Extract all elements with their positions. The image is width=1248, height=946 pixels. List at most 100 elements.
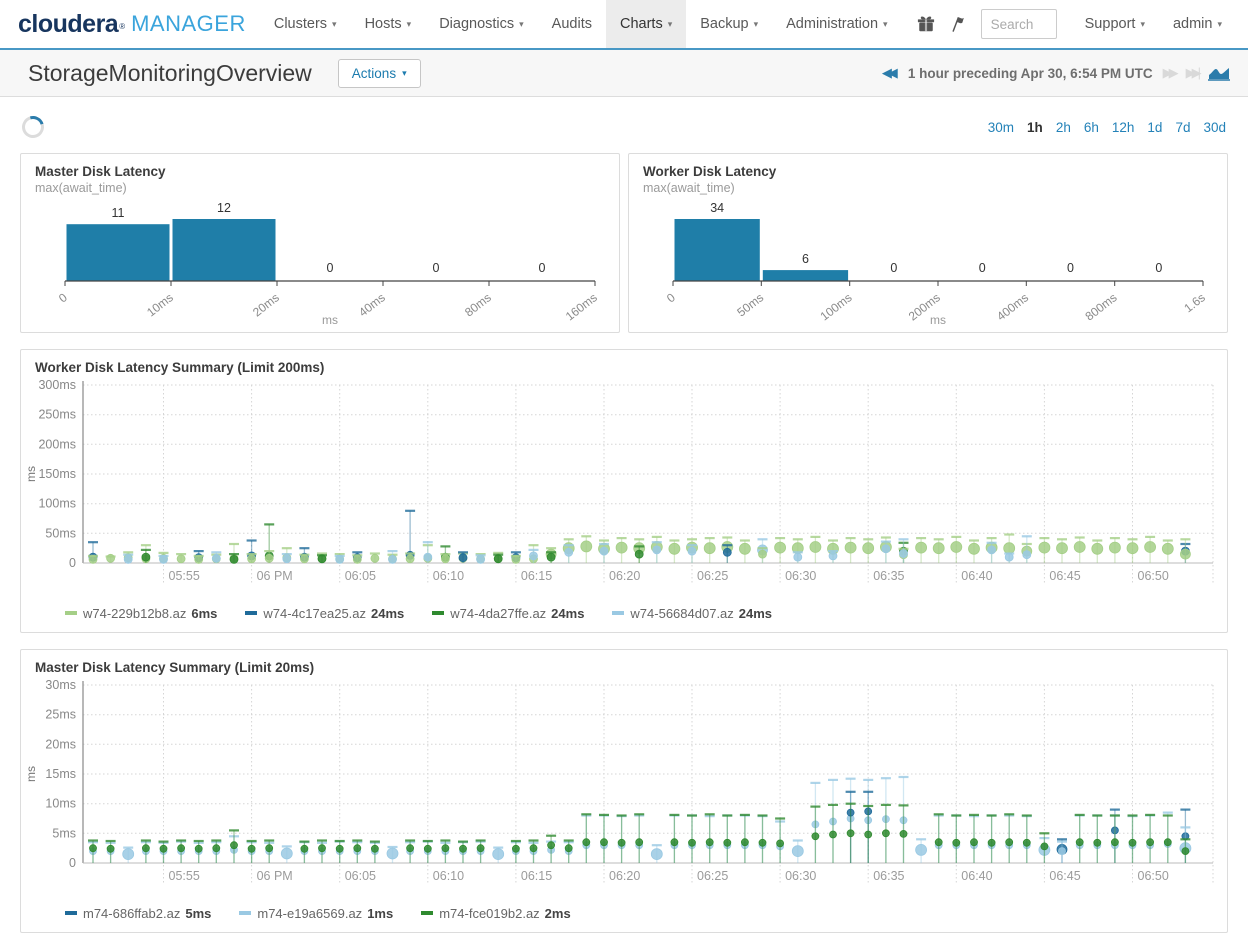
svg-text:160ms: 160ms [563, 290, 600, 323]
svg-text:0: 0 [1155, 261, 1162, 275]
svg-text:0: 0 [69, 556, 76, 570]
chart-subtitle: max(await_time) [643, 181, 735, 195]
nav-item-audits[interactable]: Audits [551, 16, 592, 32]
worker-disk-latency-summary-chart[interactable]: 0 50ms 100ms 150ms 200ms 250ms 300ms 05:55 06 PM… [21, 375, 1227, 604]
legend-series-name: w74-4da27ffe.az [450, 606, 547, 621]
svg-text:40ms: 40ms [356, 290, 388, 319]
legend-swatch [65, 911, 77, 915]
svg-text:06:20: 06:20 [609, 869, 640, 883]
svg-text:10ms: 10ms [45, 797, 76, 811]
time-latest-button[interactable]: ▶▶| [1185, 65, 1201, 80]
range-option-2h[interactable]: 2h [1055, 119, 1071, 135]
nav-item-administration[interactable]: Administration ▾ [786, 16, 888, 32]
nav-item-admin[interactable]: admin ▾ [1172, 16, 1222, 32]
nav-item-diagnostics[interactable]: Diagnostics ▾ [439, 16, 524, 32]
svg-text:06 PM: 06 PM [257, 569, 293, 583]
search-input[interactable] [980, 9, 1057, 39]
svg-text:300ms: 300ms [38, 378, 76, 392]
svg-text:15ms: 15ms [45, 767, 76, 781]
legend-series-value: 2ms [544, 906, 571, 921]
svg-text:250ms: 250ms [38, 408, 76, 422]
legend-item: m74-fce019b2.az 2ms [421, 906, 571, 921]
legend-series-name: m74-fce019b2.az [439, 906, 540, 921]
svg-text:30ms: 30ms [45, 678, 76, 692]
legend-series-value: 24ms [738, 606, 773, 621]
worker-disk-latency-summary-panel: Worker Disk Latency Summary (Limit 200ms… [20, 349, 1228, 633]
legend-series-value: 5ms [185, 906, 212, 921]
legend-series-name: w74-229b12b8.az [83, 606, 187, 621]
chevron-down-icon: ▾ [332, 18, 337, 29]
svg-text:06:35: 06:35 [873, 869, 904, 883]
svg-text:ms: ms [24, 766, 38, 782]
legend-swatch [421, 911, 434, 915]
parcel-icon[interactable] [949, 15, 967, 33]
gift-icon[interactable] [917, 15, 935, 33]
svg-text:06:45: 06:45 [1049, 569, 1080, 583]
chart-title: Worker Disk Latency [643, 164, 777, 179]
svg-text:800ms: 800ms [1083, 290, 1120, 323]
logo-brand: cloudera [18, 9, 119, 38]
svg-text:06:10: 06:10 [433, 869, 464, 883]
nav-item-hosts[interactable]: Hosts ▾ [364, 16, 412, 32]
cloudera-logo[interactable]: cloudera ® MANAGER [18, 0, 246, 48]
page-title: StorageMonitoringOverview [28, 59, 312, 86]
worker-summary-legend: w74-229b12b8.az 6ms w74-4c17ea25.az 24ms w74… [21, 604, 1227, 631]
svg-text:50ms: 50ms [45, 526, 76, 540]
svg-text:20ms: 20ms [45, 737, 76, 751]
master-disk-latency-histogram[interactable]: 11 12 0 0 0 0 10ms 20ms 40ms 80ms 160ms ms [21, 195, 619, 332]
legend-item: m74-686ffab2.az 5ms [65, 906, 211, 921]
legend-item: m74-e19a6569.az 1ms [239, 906, 393, 921]
svg-text:0: 0 [890, 261, 897, 275]
svg-text:06:50: 06:50 [1138, 569, 1169, 583]
time-window-label: 1 hour preceding Apr 30, 6:54 PM UTC [907, 65, 1153, 81]
svg-text:20ms: 20ms [250, 290, 282, 319]
svg-text:05:55: 05:55 [169, 569, 200, 583]
svg-text:80ms: 80ms [462, 290, 494, 319]
legend-item: w74-4c17ea25.az 24ms [245, 606, 404, 621]
main-nav: Clusters ▾ Hosts ▾ Diagnostics ▾ Audits Charts ▾… [260, 0, 902, 48]
worker-disk-latency-panel: Worker Disk Latency max(await_time) 34 6 0… [628, 153, 1228, 333]
time-back-button[interactable]: ◀◀ [881, 65, 898, 80]
range-option-12h[interactable]: 12h [1111, 119, 1135, 135]
range-option-30m[interactable]: 30m [987, 119, 1015, 135]
svg-text:06:15: 06:15 [521, 569, 552, 583]
nav-right-items: Support ▾ admin ▾ [1071, 16, 1236, 32]
svg-text:06:50: 06:50 [1138, 869, 1169, 883]
svg-text:1.6s: 1.6s [1181, 290, 1207, 315]
legend-series-value: 24ms [551, 606, 585, 621]
dashboard-content: 30m 1h 2h 6h 12h 1d 7d 30d Master Disk Latency … [0, 112, 1248, 933]
svg-text:06:15: 06:15 [521, 869, 552, 883]
nav-item-support[interactable]: Support ▾ [1084, 16, 1145, 32]
nav-item-clusters[interactable]: Clusters ▾ [273, 16, 337, 32]
svg-text:0: 0 [664, 290, 678, 305]
range-option-1h[interactable]: 1h [1027, 119, 1043, 135]
navbar-right: Support▾ admin▾ [917, 0, 1236, 48]
chart-zoom-icon[interactable] [1208, 66, 1230, 81]
range-option-6h[interactable]: 6h [1083, 119, 1099, 135]
legend-item: w74-229b12b8.az 6ms [65, 606, 217, 621]
nav-item-charts[interactable]: Charts ▾ [605, 0, 687, 48]
svg-text:0: 0 [979, 261, 986, 275]
range-option-7d[interactable]: 7d [1175, 119, 1191, 135]
svg-text:06:25: 06:25 [697, 569, 728, 583]
time-forward-button[interactable]: ▶▶ [1162, 65, 1179, 80]
svg-text:ms: ms [24, 466, 38, 482]
histogram-row: Master Disk Latency max(await_time) 11 12… [20, 153, 1228, 333]
nav-item-backup[interactable]: Backup ▾ [700, 16, 759, 32]
svg-text:06:30: 06:30 [785, 869, 816, 883]
worker-disk-latency-histogram[interactable]: 34 6 0 0 0 0 0 50ms 100ms 200ms 400ms 800ms 1.6s ms [629, 195, 1227, 332]
svg-text:100ms: 100ms [38, 497, 76, 511]
svg-text:06 PM: 06 PM [257, 869, 293, 883]
master-disk-latency-summary-chart[interactable]: 0 5ms 10ms 15ms 20ms 25ms 30ms 05:55 06 PM 06:05 0… [21, 675, 1227, 904]
range-option-1d[interactable]: 1d [1147, 119, 1163, 135]
actions-label: Actions [351, 65, 397, 81]
actions-button[interactable]: Actions ▾ [337, 58, 421, 88]
loading-spinner [18, 112, 48, 142]
svg-text:06:20: 06:20 [609, 569, 640, 583]
legend-series-name: m74-e19a6569.az [257, 906, 363, 921]
master-disk-latency-panel: Master Disk Latency max(await_time) 11 12… [20, 153, 620, 333]
chevron-down-icon: ▾ [883, 18, 888, 29]
svg-text:0: 0 [1067, 261, 1074, 275]
range-option-30d[interactable]: 30d [1203, 119, 1226, 135]
chart-title: Worker Disk Latency Summary (Limit 200ms… [35, 360, 325, 375]
